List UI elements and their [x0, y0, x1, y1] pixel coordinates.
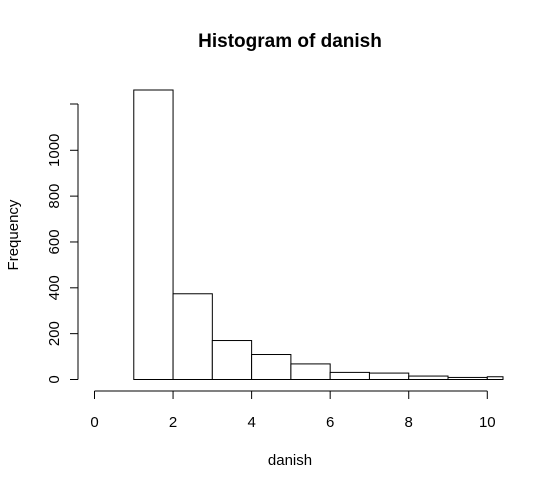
y-tick-label: 600	[46, 229, 63, 254]
histogram-bar	[290, 363, 331, 380]
histogram-bar	[251, 354, 292, 381]
x-tick-label: 0	[90, 414, 98, 431]
histogram-bar	[172, 293, 213, 380]
histogram-bar	[133, 89, 174, 380]
x-tick-label: 6	[326, 414, 334, 431]
y-tick-label: 200	[46, 321, 63, 346]
histogram-bar	[368, 372, 410, 380]
x-tick-label: 8	[405, 414, 413, 431]
bars-group	[133, 89, 504, 381]
y-axis: 0 200 400 600 800 1000	[46, 103, 79, 384]
y-axis-label: Frequency	[5, 199, 22, 270]
x-axis-label: danish	[268, 452, 312, 469]
histogram-bar	[211, 340, 253, 381]
y-tick-label: 800	[46, 184, 63, 209]
histogram-bar	[447, 376, 488, 380]
x-tick-label: 4	[247, 414, 255, 431]
x-tick-label: 10	[479, 414, 496, 431]
chart-title: Histogram of danish	[198, 31, 382, 52]
histogram-bar	[329, 371, 370, 380]
x-axis: 0 2 4 6 8 10	[90, 390, 496, 431]
histogram-bar	[486, 376, 504, 381]
x-tick-label: 2	[169, 414, 177, 431]
y-tick-label: 400	[46, 275, 63, 300]
y-tick-label: 1000	[46, 134, 63, 167]
histogram-bar	[408, 375, 449, 381]
y-tick-label: 0	[46, 375, 63, 383]
